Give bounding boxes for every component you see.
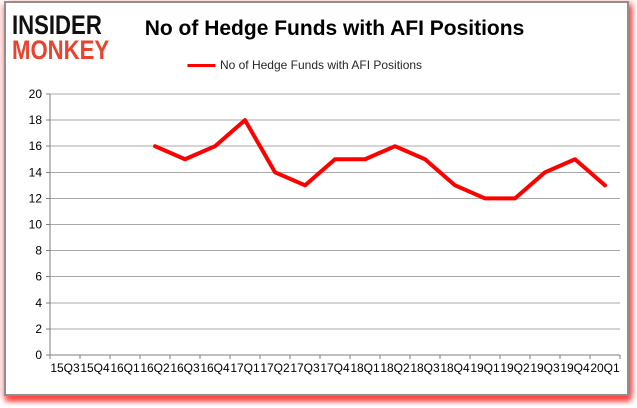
x-tick-label: 17Q2	[260, 361, 290, 375]
x-tick-label: 19Q3	[530, 361, 560, 375]
x-tick-label: 17Q3	[290, 361, 320, 375]
x-tick-label: 18Q4	[440, 361, 470, 375]
x-tick-label: 19Q4	[560, 361, 590, 375]
x-tick-label: 18Q3	[410, 361, 440, 375]
x-tick-label: 20Q1	[590, 361, 620, 375]
x-tick-label: 17Q4	[320, 361, 350, 375]
y-tick-label: 0	[35, 348, 42, 362]
x-tick-label: 18Q2	[380, 361, 410, 375]
x-tick-label: 16Q4	[200, 361, 230, 375]
y-tick-label: 18	[29, 113, 43, 127]
x-tick-label: 17Q1	[230, 361, 260, 375]
legend-label: No of Hedge Funds with AFI Positions	[219, 58, 423, 72]
chart-title: No of Hedge Funds with AFI Positions	[144, 17, 525, 40]
x-tick-label: 15Q4	[80, 361, 110, 375]
y-tick-label: 12	[29, 191, 43, 205]
line-chart-plot: 0 2 4 6 8 10 12 14 16 18 20 15Q3 15Q4 16Q1 16Q2 16Q3 16Q…	[29, 87, 621, 375]
chart-card: INSIDER MONKEY No of Hedge Funds with AF…	[4, 1, 629, 396]
x-tick-label: 19Q1	[470, 361, 500, 375]
insider-monkey-logo: INSIDER MONKEY	[12, 10, 110, 65]
x-tick-label: 16Q3	[170, 361, 200, 375]
y-tick-label: 20	[29, 87, 43, 101]
y-tick-label: 6	[35, 270, 42, 284]
chart-legend: No of Hedge Funds with AFI Positions	[186, 58, 423, 72]
x-tick-label: 19Q2	[500, 361, 530, 375]
logo-text-monkey: MONKEY	[12, 34, 110, 65]
x-tick-label: 18Q1	[350, 361, 380, 375]
y-tick-label: 10	[29, 218, 43, 232]
y-tick-label: 16	[29, 139, 43, 153]
y-tick-label: 8	[35, 244, 42, 258]
legend-line-swatch-icon	[186, 63, 215, 67]
y-tick-label: 14	[29, 165, 43, 179]
series-line	[153, 118, 607, 201]
y-tick-label: 4	[35, 296, 42, 310]
x-tick-label: 16Q2	[140, 361, 170, 375]
y-tick-label: 2	[35, 322, 42, 336]
x-tick-label: 16Q1	[110, 361, 140, 375]
x-tick-label: 15Q3	[50, 361, 80, 375]
logo-text-insider: INSIDER	[12, 10, 102, 40]
